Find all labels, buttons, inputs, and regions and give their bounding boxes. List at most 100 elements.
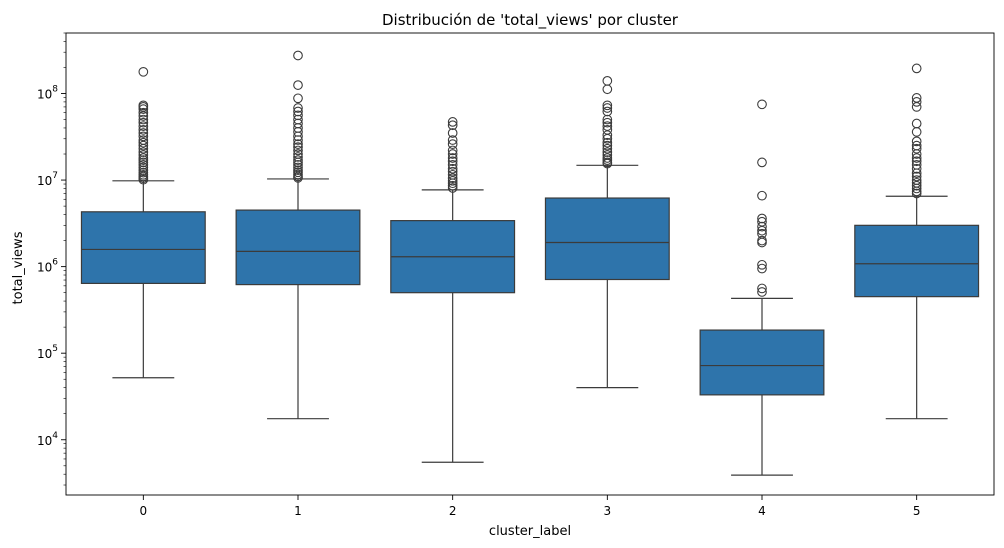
outlier-point bbox=[602, 100, 613, 111]
outlier-point bbox=[138, 125, 149, 135]
y-tick-label: 108 bbox=[37, 85, 58, 102]
outlier-point bbox=[138, 157, 149, 168]
outlier-point bbox=[602, 114, 613, 125]
outlier-point bbox=[447, 117, 458, 127]
plot-frame bbox=[65, 32, 995, 496]
outlier-point bbox=[447, 178, 458, 189]
y-tick-label: 104 bbox=[37, 431, 58, 448]
outlier-point bbox=[602, 103, 613, 113]
outlier-point bbox=[447, 139, 458, 149]
outlier-point bbox=[911, 156, 922, 167]
outlier-point bbox=[911, 163, 922, 174]
outlier-point bbox=[447, 180, 458, 191]
outlier-point bbox=[447, 149, 458, 159]
outlier-point bbox=[293, 139, 303, 149]
outlier-point bbox=[447, 159, 458, 170]
outlier-point bbox=[293, 157, 303, 168]
outlier-point bbox=[602, 117, 613, 128]
outlier-point bbox=[138, 137, 149, 148]
outlier-point bbox=[757, 190, 767, 201]
outlier-point bbox=[447, 183, 458, 193]
box-iqr bbox=[235, 209, 361, 286]
outlier-point bbox=[293, 103, 303, 113]
outlier-point bbox=[447, 128, 458, 138]
outlier-point bbox=[138, 104, 149, 114]
x-tick-label: 3 bbox=[604, 504, 612, 518]
outlier-point bbox=[447, 173, 458, 184]
outlier-point bbox=[602, 143, 613, 154]
outlier-point bbox=[293, 173, 303, 183]
outlier-point bbox=[138, 174, 149, 185]
outlier-point bbox=[138, 165, 149, 176]
outlier-point bbox=[138, 140, 149, 151]
outlier-point bbox=[602, 76, 613, 86]
box-iqr bbox=[544, 197, 670, 281]
outlier-point bbox=[757, 287, 767, 297]
outlier-point bbox=[911, 63, 922, 74]
y-axis-label: total_views bbox=[11, 231, 26, 304]
outlier-point bbox=[911, 171, 922, 182]
outlier-point bbox=[138, 150, 149, 160]
outlier-point bbox=[911, 149, 922, 159]
outlier-point bbox=[447, 153, 458, 163]
outlier-point bbox=[602, 137, 613, 148]
outlier-point bbox=[602, 84, 613, 95]
outlier-point bbox=[757, 157, 767, 168]
box-iqr bbox=[699, 329, 825, 396]
outlier-point bbox=[602, 147, 613, 158]
outlier-point bbox=[138, 111, 149, 121]
outlier-point bbox=[138, 155, 149, 165]
outlier-point bbox=[757, 225, 767, 236]
outlier-point bbox=[138, 159, 149, 170]
outlier-point bbox=[757, 259, 767, 270]
x-axis-label: cluster_label bbox=[489, 524, 571, 539]
outlier-point bbox=[911, 153, 922, 163]
outlier-point bbox=[911, 136, 922, 147]
outlier-point bbox=[293, 131, 303, 142]
outlier-point bbox=[138, 121, 149, 131]
box-iqr bbox=[854, 224, 980, 298]
box-iqr bbox=[80, 211, 206, 285]
outlier-point bbox=[602, 158, 613, 169]
x-tick-label: 4 bbox=[758, 504, 766, 518]
outlier-point bbox=[911, 127, 922, 137]
outlier-point bbox=[911, 180, 922, 191]
outlier-point bbox=[293, 145, 303, 156]
outlier-point bbox=[447, 135, 458, 145]
outlier-point bbox=[911, 118, 922, 129]
y-tick-label: 107 bbox=[37, 171, 58, 188]
x-tick-label: 2 bbox=[449, 504, 457, 518]
outlier-point bbox=[293, 50, 303, 61]
outlier-point bbox=[138, 117, 149, 128]
outlier-point bbox=[757, 221, 767, 232]
outlier-point bbox=[447, 120, 458, 131]
outlier-point bbox=[447, 175, 458, 186]
outlier-point bbox=[911, 97, 922, 107]
outlier-point bbox=[138, 131, 149, 142]
outlier-point bbox=[293, 142, 303, 153]
outlier-point bbox=[757, 99, 767, 110]
outlier-point bbox=[602, 130, 613, 141]
outlier-point bbox=[293, 135, 303, 145]
outlier-point bbox=[911, 183, 922, 194]
y-tick-label: 106 bbox=[37, 258, 58, 275]
plot-area: 104 105 106 107 108 0 1 2 3 4 5 bbox=[37, 32, 995, 518]
outlier-point bbox=[293, 152, 303, 162]
outlier-point bbox=[602, 140, 613, 151]
outlier-point bbox=[138, 114, 149, 125]
outlier-point bbox=[293, 93, 303, 104]
outlier-point bbox=[293, 159, 303, 170]
outlier-point bbox=[757, 263, 767, 274]
x-tick-label: 5 bbox=[913, 504, 921, 518]
outlier-point bbox=[602, 155, 613, 165]
outlier-point bbox=[293, 155, 303, 165]
outlier-point bbox=[602, 133, 613, 144]
outlier-point bbox=[911, 143, 922, 154]
chart-title: Distribución de 'total_views' por cluste… bbox=[382, 11, 679, 30]
outlier-point bbox=[447, 145, 458, 156]
y-tick-label: 105 bbox=[37, 344, 58, 361]
outlier-point bbox=[911, 102, 922, 112]
outlier-point bbox=[757, 283, 767, 294]
outlier-point bbox=[757, 237, 767, 248]
